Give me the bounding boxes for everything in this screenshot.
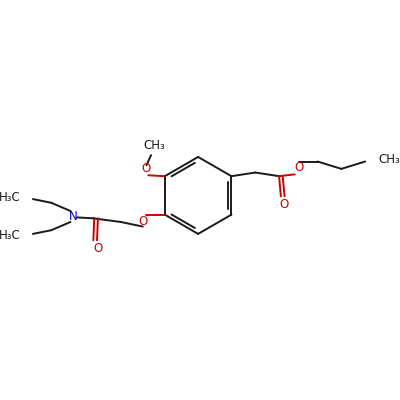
Text: H₃C: H₃C — [0, 229, 21, 242]
Text: O: O — [294, 160, 304, 174]
Text: CH₃: CH₃ — [378, 153, 400, 166]
Text: N: N — [69, 210, 78, 223]
Text: CH₃: CH₃ — [144, 140, 166, 152]
Text: O: O — [93, 242, 102, 255]
Text: O: O — [141, 162, 150, 175]
Text: O: O — [138, 214, 148, 228]
Text: H₃C: H₃C — [0, 191, 21, 204]
Text: O: O — [279, 198, 288, 211]
